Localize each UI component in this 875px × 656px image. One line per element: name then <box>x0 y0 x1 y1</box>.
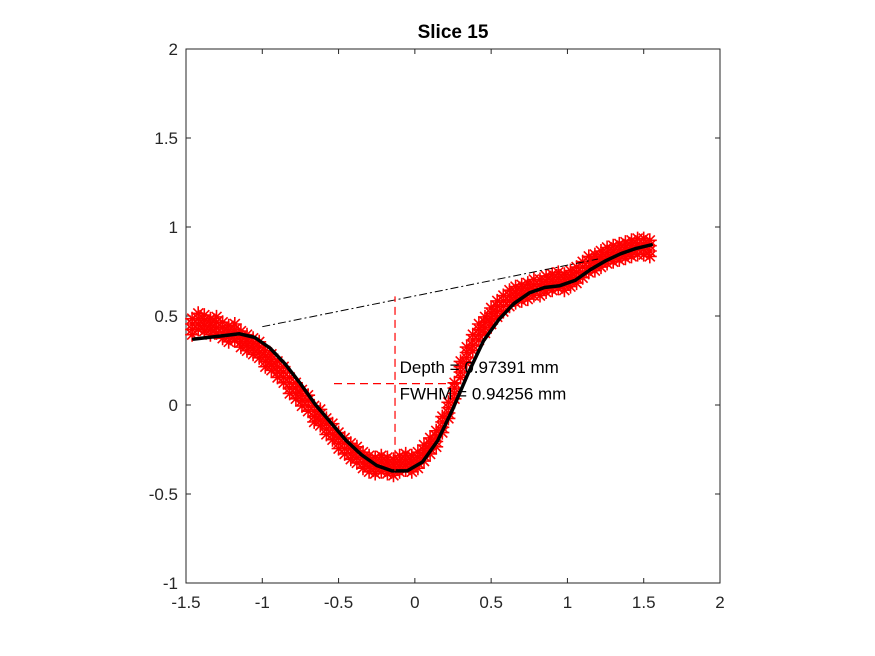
y-tick-label: 1.5 <box>154 129 178 148</box>
x-tick-label: -0.5 <box>324 593 353 612</box>
x-tick-label: 1 <box>563 593 572 612</box>
data-point-marker <box>209 309 224 324</box>
data-point-marker <box>636 231 651 246</box>
data-point-marker <box>258 343 273 358</box>
data-point-marker <box>642 233 657 248</box>
data-point-marker <box>600 240 615 255</box>
fwhm-annotation: FWHM = 0.94256 mm <box>400 385 567 404</box>
data-point-marker <box>374 448 389 463</box>
data-point-marker <box>295 382 309 397</box>
data-point-marker <box>191 306 206 321</box>
data-point-marker <box>197 308 212 323</box>
data-point-marker <box>551 265 566 280</box>
data-point-marker <box>270 354 285 369</box>
plot-area: -1.5 -1 -0.5 0 0.5 1 1.5 2-1-0.500.511.52Depth … <box>149 40 725 612</box>
depth-annotation: Depth = 0.97391 mm <box>400 358 559 377</box>
x-tick-label: 0 <box>410 593 419 612</box>
data-point-marker <box>514 277 529 292</box>
data-point-marker <box>356 445 370 460</box>
data-point-marker <box>508 279 523 294</box>
data-point-marker <box>264 347 279 362</box>
y-tick-label: -1 <box>163 574 178 593</box>
data-point-marker <box>545 267 560 282</box>
data-point-marker <box>453 354 468 369</box>
data-point-marker <box>392 448 407 463</box>
data-point-marker <box>404 448 419 463</box>
x-tick-label: 1.5 <box>632 593 656 612</box>
y-tick-label: 1 <box>169 218 178 237</box>
x-tick-label: -1 <box>255 593 270 612</box>
y-tick-label: 2 <box>169 40 178 59</box>
data-point-marker <box>349 439 364 454</box>
data-point-marker <box>282 370 297 385</box>
data-point-marker <box>417 438 431 453</box>
baseline-line <box>262 258 599 328</box>
data-point-marker <box>557 267 572 282</box>
chart-title: Slice 15 <box>418 22 489 43</box>
data-point-marker <box>410 445 425 460</box>
data-point-marker <box>398 446 413 461</box>
data-point-marker <box>203 311 218 326</box>
data-point-marker <box>380 450 395 465</box>
data-point-marker <box>227 317 242 331</box>
data-point-marker <box>606 238 621 253</box>
data-point-marker <box>594 244 608 258</box>
data-point-marker <box>386 452 401 467</box>
data-point-marker <box>288 375 303 390</box>
data-point-marker <box>435 409 450 424</box>
data-point-marker <box>618 235 633 250</box>
data-point-marker <box>362 448 377 463</box>
data-point-marker <box>587 247 602 262</box>
data-point-marker <box>478 309 492 324</box>
data-point-marker <box>520 276 535 291</box>
data-point-marker <box>581 249 596 264</box>
data-point-marker <box>484 301 499 315</box>
fit-line <box>191 243 654 473</box>
data-point-marker <box>624 233 639 248</box>
data-point-marker <box>441 395 456 410</box>
data-point-marker <box>221 318 236 333</box>
data-point-marker <box>539 268 554 283</box>
data-point-marker <box>368 450 383 465</box>
y-tick-label: 0.5 <box>154 307 178 326</box>
data-point-marker <box>612 236 627 251</box>
x-tick-label: 2 <box>715 593 724 612</box>
data-point-marker <box>563 263 578 278</box>
x-tick-label: -1.5 <box>171 593 200 612</box>
data-point-marker <box>447 375 462 390</box>
data-point-marker <box>429 423 444 438</box>
data-point-marker <box>423 430 438 445</box>
x-tick-label: 0.5 <box>479 593 503 612</box>
data-point-marker <box>502 283 517 298</box>
y-tick-label: 0 <box>169 396 178 415</box>
data-point-marker <box>215 315 230 330</box>
data-point-marker <box>533 272 547 287</box>
data-point-marker <box>471 317 486 331</box>
data-point-marker <box>233 324 248 339</box>
data-point-marker <box>459 340 474 355</box>
y-tick-label: -0.5 <box>149 485 178 504</box>
data-point-marker <box>276 359 291 374</box>
